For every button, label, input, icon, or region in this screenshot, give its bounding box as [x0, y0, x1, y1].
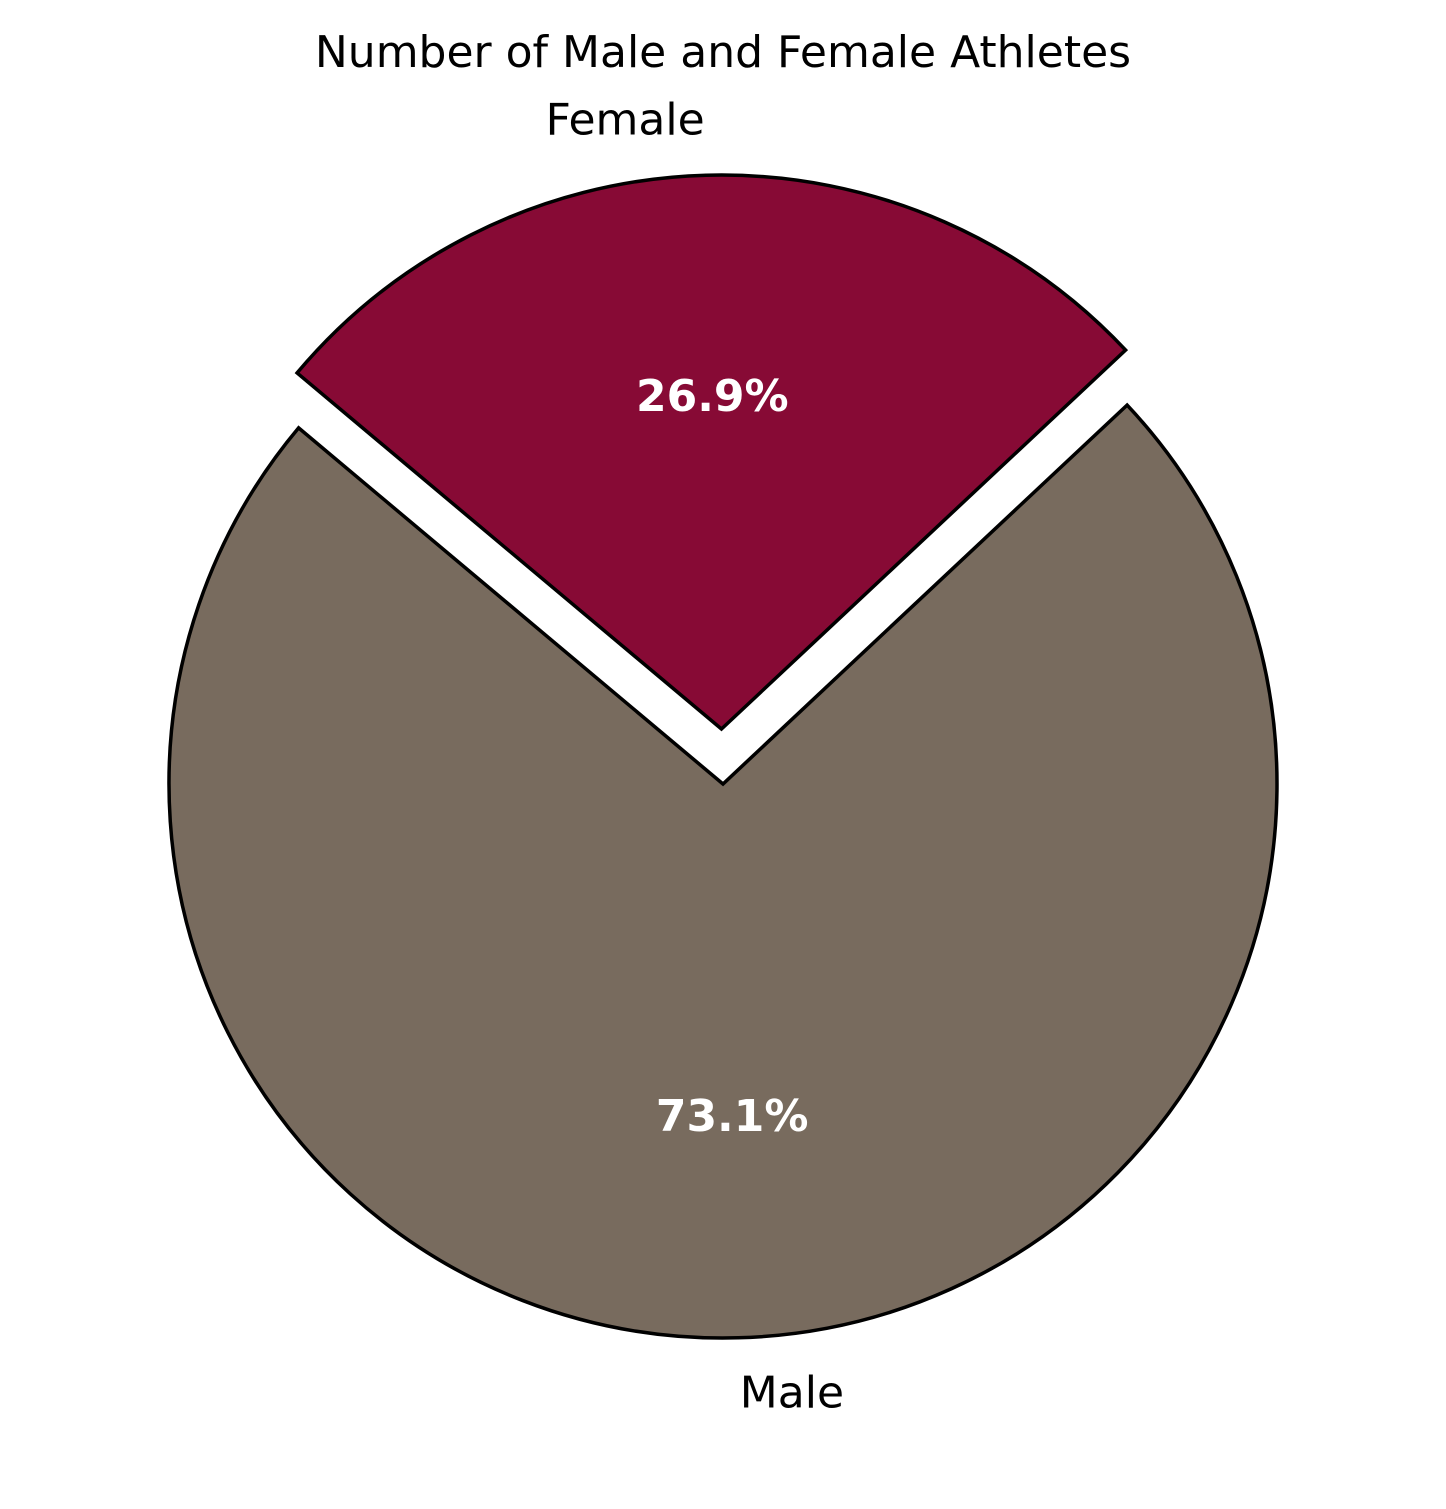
slice-label-female: Female: [546, 94, 705, 145]
slices-layer: [167, 173, 1279, 1340]
pct-label-male: 73.1%: [656, 1091, 809, 1142]
slice-label-male: Male: [740, 1368, 844, 1419]
pie-slice-female: [294, 173, 1129, 732]
chart-title: Number of Male and Female Athletes: [315, 27, 1131, 78]
labels-layer: 73.1% Male 26.9% Female: [546, 94, 844, 1418]
pct-label-female: 26.9%: [636, 371, 789, 422]
pie-slice-male: [167, 402, 1279, 1340]
